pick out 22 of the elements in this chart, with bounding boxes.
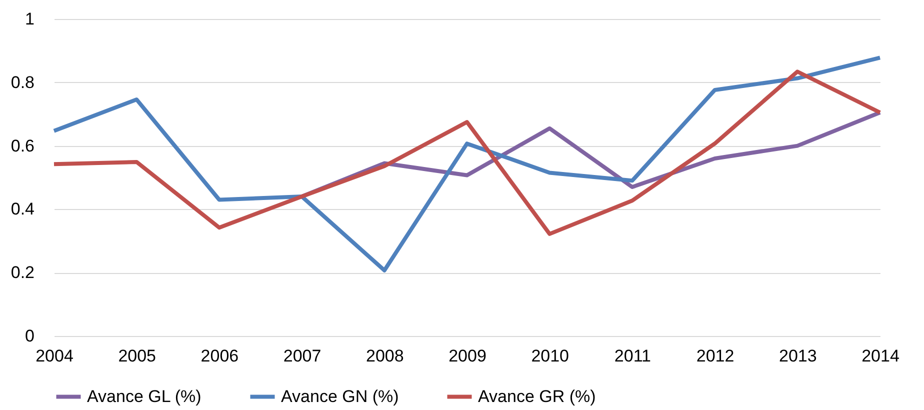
x-tick-label: 2010 xyxy=(531,346,570,366)
x-tick-label: 2013 xyxy=(778,346,817,366)
line-series xyxy=(52,56,882,272)
legend-label: Avance GR (%) xyxy=(478,386,596,406)
legend-label: Avance GL (%) xyxy=(87,386,202,406)
x-tick-label: 2008 xyxy=(366,346,404,366)
x-tick-label: 2014 xyxy=(862,346,900,366)
legend-label: Avance GN (%) xyxy=(281,386,399,406)
x-tick-label: 2006 xyxy=(200,346,239,366)
line-series xyxy=(52,70,882,236)
x-tick-label: 2005 xyxy=(118,346,156,366)
y-tick-label: 0.8 xyxy=(10,72,34,92)
x-tick-label: 2007 xyxy=(283,346,322,366)
y-tick-label: 0.4 xyxy=(10,200,34,219)
x-tick-label: 2009 xyxy=(448,346,486,366)
x-tick-label: 2011 xyxy=(614,346,651,366)
y-tick-label: 0.6 xyxy=(10,136,34,156)
y-tick-label: 0 xyxy=(25,326,34,346)
y-tick-label: 0.2 xyxy=(10,263,34,282)
x-tick-label: 2004 xyxy=(36,346,74,366)
x-tick-label: 2012 xyxy=(696,346,734,366)
y-tick-label: 1 xyxy=(25,10,34,28)
